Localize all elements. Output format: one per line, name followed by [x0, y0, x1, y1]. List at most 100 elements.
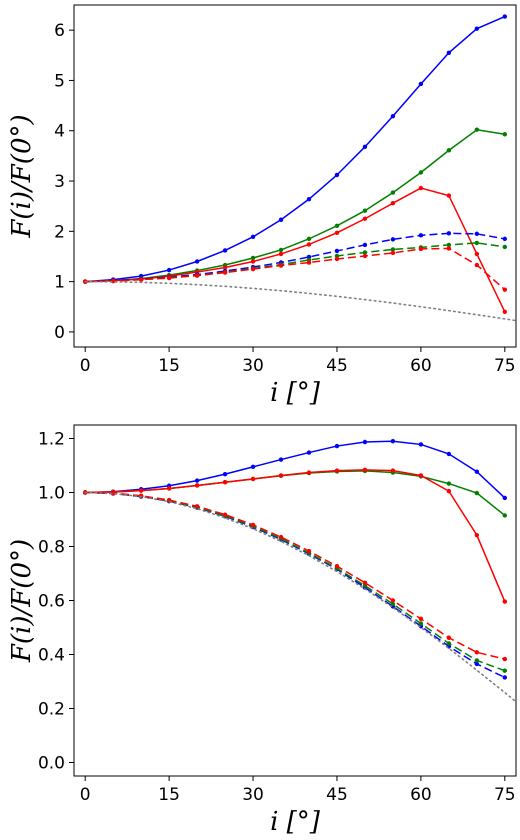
series-2-point: [250, 255, 256, 261]
x-tick-label: 45: [326, 785, 348, 805]
series-6-point: [222, 512, 228, 517]
series-1-point: [502, 14, 508, 19]
series-6-point: [502, 656, 508, 662]
series-3-point: [362, 216, 368, 221]
x-tick-label: 0: [80, 356, 91, 376]
series-2-point: [502, 132, 508, 137]
series-4-point: [474, 661, 480, 667]
axes-frame: [73, 4, 517, 348]
series-2-point: [334, 223, 340, 228]
y-tick-label: 2: [54, 222, 65, 242]
series-6-point: [474, 650, 480, 655]
axes-frame: [73, 424, 517, 777]
series-1-point: [194, 259, 200, 264]
series-5-point: [446, 242, 452, 248]
y-tick-label: 1.2: [38, 430, 65, 450]
y-tick-label: 0.4: [38, 646, 65, 666]
x-axis-label: i [°]: [270, 807, 321, 837]
series-1-point: [306, 196, 312, 202]
series-1-point: [362, 144, 368, 150]
series-2-point: [446, 481, 452, 486]
series-5-point: [474, 240, 480, 246]
series-3-point: [362, 467, 368, 473]
series-3-point: [250, 259, 256, 264]
plot-area: [82, 14, 516, 322]
y-tick-label: 0.0: [38, 754, 65, 774]
series-2-point: [278, 247, 284, 253]
x-tick-label: 75: [494, 785, 516, 805]
series-dashed-4-line: [85, 491, 506, 679]
series-5-point: [362, 250, 368, 255]
y-axis-label: F(i)/F(0°): [7, 539, 37, 663]
series-4-point: [502, 236, 508, 242]
series-1-point: [222, 471, 228, 477]
series-dashed-5-line: [85, 491, 506, 672]
series-6-point: [194, 273, 200, 278]
series-3-point: [390, 468, 396, 473]
y-tick-label: 3: [54, 172, 65, 192]
x-tick-label: 60: [410, 356, 432, 376]
x-tick-label: 0: [80, 785, 91, 805]
series-1-point: [474, 469, 480, 474]
y-axis-label: F(i)/F(0°): [7, 114, 37, 238]
series-6-point: [250, 522, 256, 528]
plot-area: [82, 439, 516, 703]
series-dotted-7-line: [84, 280, 516, 322]
series-3-point: [194, 483, 200, 488]
x-tick-label: 15: [158, 356, 180, 376]
series-4-point: [362, 242, 368, 248]
series-1-point: [390, 439, 396, 444]
series-dashed-6-line: [85, 247, 506, 291]
panel-2: 0 15 30 45 60 75 0.0 0.2 0.4 0.6 0.8 1.0 1.2 i [°] F(i…: [7, 424, 517, 837]
series-3-point: [502, 309, 508, 314]
series-1-point: [446, 50, 452, 55]
series-5-point: [502, 668, 508, 673]
series-5-point: [418, 621, 424, 626]
series-5-point: [390, 601, 396, 607]
series-6-point: [362, 253, 368, 259]
series-4-point: [418, 233, 424, 238]
series-6-point: [250, 266, 256, 272]
series-3-point: [278, 251, 284, 257]
series-6-point: [446, 246, 452, 251]
series-2-point: [390, 190, 396, 195]
series-3-point: [334, 230, 340, 236]
series-6-point: [222, 270, 228, 275]
series-2-point: [446, 148, 452, 153]
series-6-point: [194, 504, 200, 509]
series-3-point: [418, 185, 424, 191]
series-6-point: [278, 263, 284, 268]
series-2-point: [474, 490, 480, 496]
y-tick-label: 6: [54, 21, 65, 41]
series-1-point: [390, 113, 396, 119]
series-3-point: [138, 488, 144, 493]
y-tick-label: 5: [54, 71, 65, 91]
series-2-point: [474, 127, 480, 132]
series-3-point: [446, 193, 452, 198]
series-5-point: [446, 641, 452, 646]
x-tick-label: 75: [494, 356, 516, 376]
series-2-point: [306, 236, 312, 242]
series-6-point: [418, 246, 424, 252]
series-3-point: [418, 473, 424, 478]
series-6-point: [166, 275, 172, 281]
series-1-point: [306, 450, 312, 455]
series-6-point: [306, 548, 312, 554]
x-axis-label: i [°]: [270, 378, 321, 408]
series-6-point: [390, 598, 396, 603]
series-3-point: [222, 480, 228, 485]
series-1-point: [194, 478, 200, 483]
series-5-point: [390, 247, 396, 252]
series-solid-2-line: [85, 470, 506, 517]
series-3-point: [306, 470, 312, 475]
series-1-point: [418, 81, 424, 87]
series-solid-1-line: [85, 440, 506, 499]
series-1-point: [362, 439, 368, 445]
series-4-point: [446, 231, 452, 236]
series-1-point: [446, 451, 452, 457]
series-6-point: [278, 534, 284, 540]
series-1-point: [334, 443, 340, 449]
series-3-point: [166, 486, 172, 491]
